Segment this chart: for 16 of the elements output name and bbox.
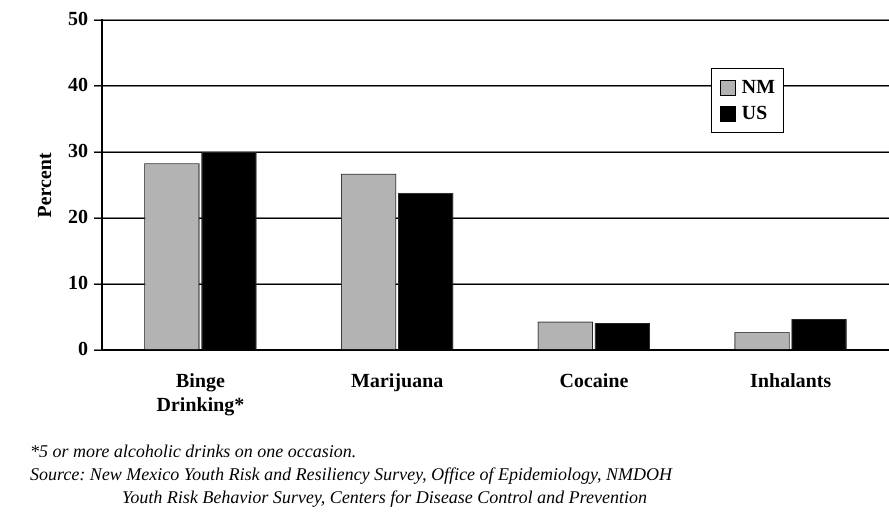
y-tick-label: 10 — [68, 272, 88, 294]
x-tick-label: Inhalants — [750, 370, 832, 392]
y-tick-label: 40 — [68, 74, 88, 96]
y-axis-title: Percent — [34, 152, 56, 218]
text: *5 or more alcoholic drinks on one occasion. — [30, 440, 358, 463]
legend-label: US — [742, 102, 768, 125]
source-note: Source: New Mexico Youth Risk and Resiliency Survey, Office of Epidemiology, NMDOH — [30, 463, 672, 486]
x-tick-label: Binge Drinking* — [156, 370, 244, 416]
y-tick-label: 20 — [68, 206, 88, 228]
x-tick-label: Cocaine — [559, 370, 628, 392]
y-tick-label: 0 — [78, 338, 88, 360]
legend-label: NM — [742, 76, 775, 99]
x-tick-label: Marijuana — [351, 370, 444, 392]
y-tick-label: 50 — [68, 8, 88, 30]
y-tick-label: 30 — [68, 140, 88, 162]
text: Youth Risk Behavior Survey, Centers for Disease Control and Prevention — [121, 486, 648, 509]
